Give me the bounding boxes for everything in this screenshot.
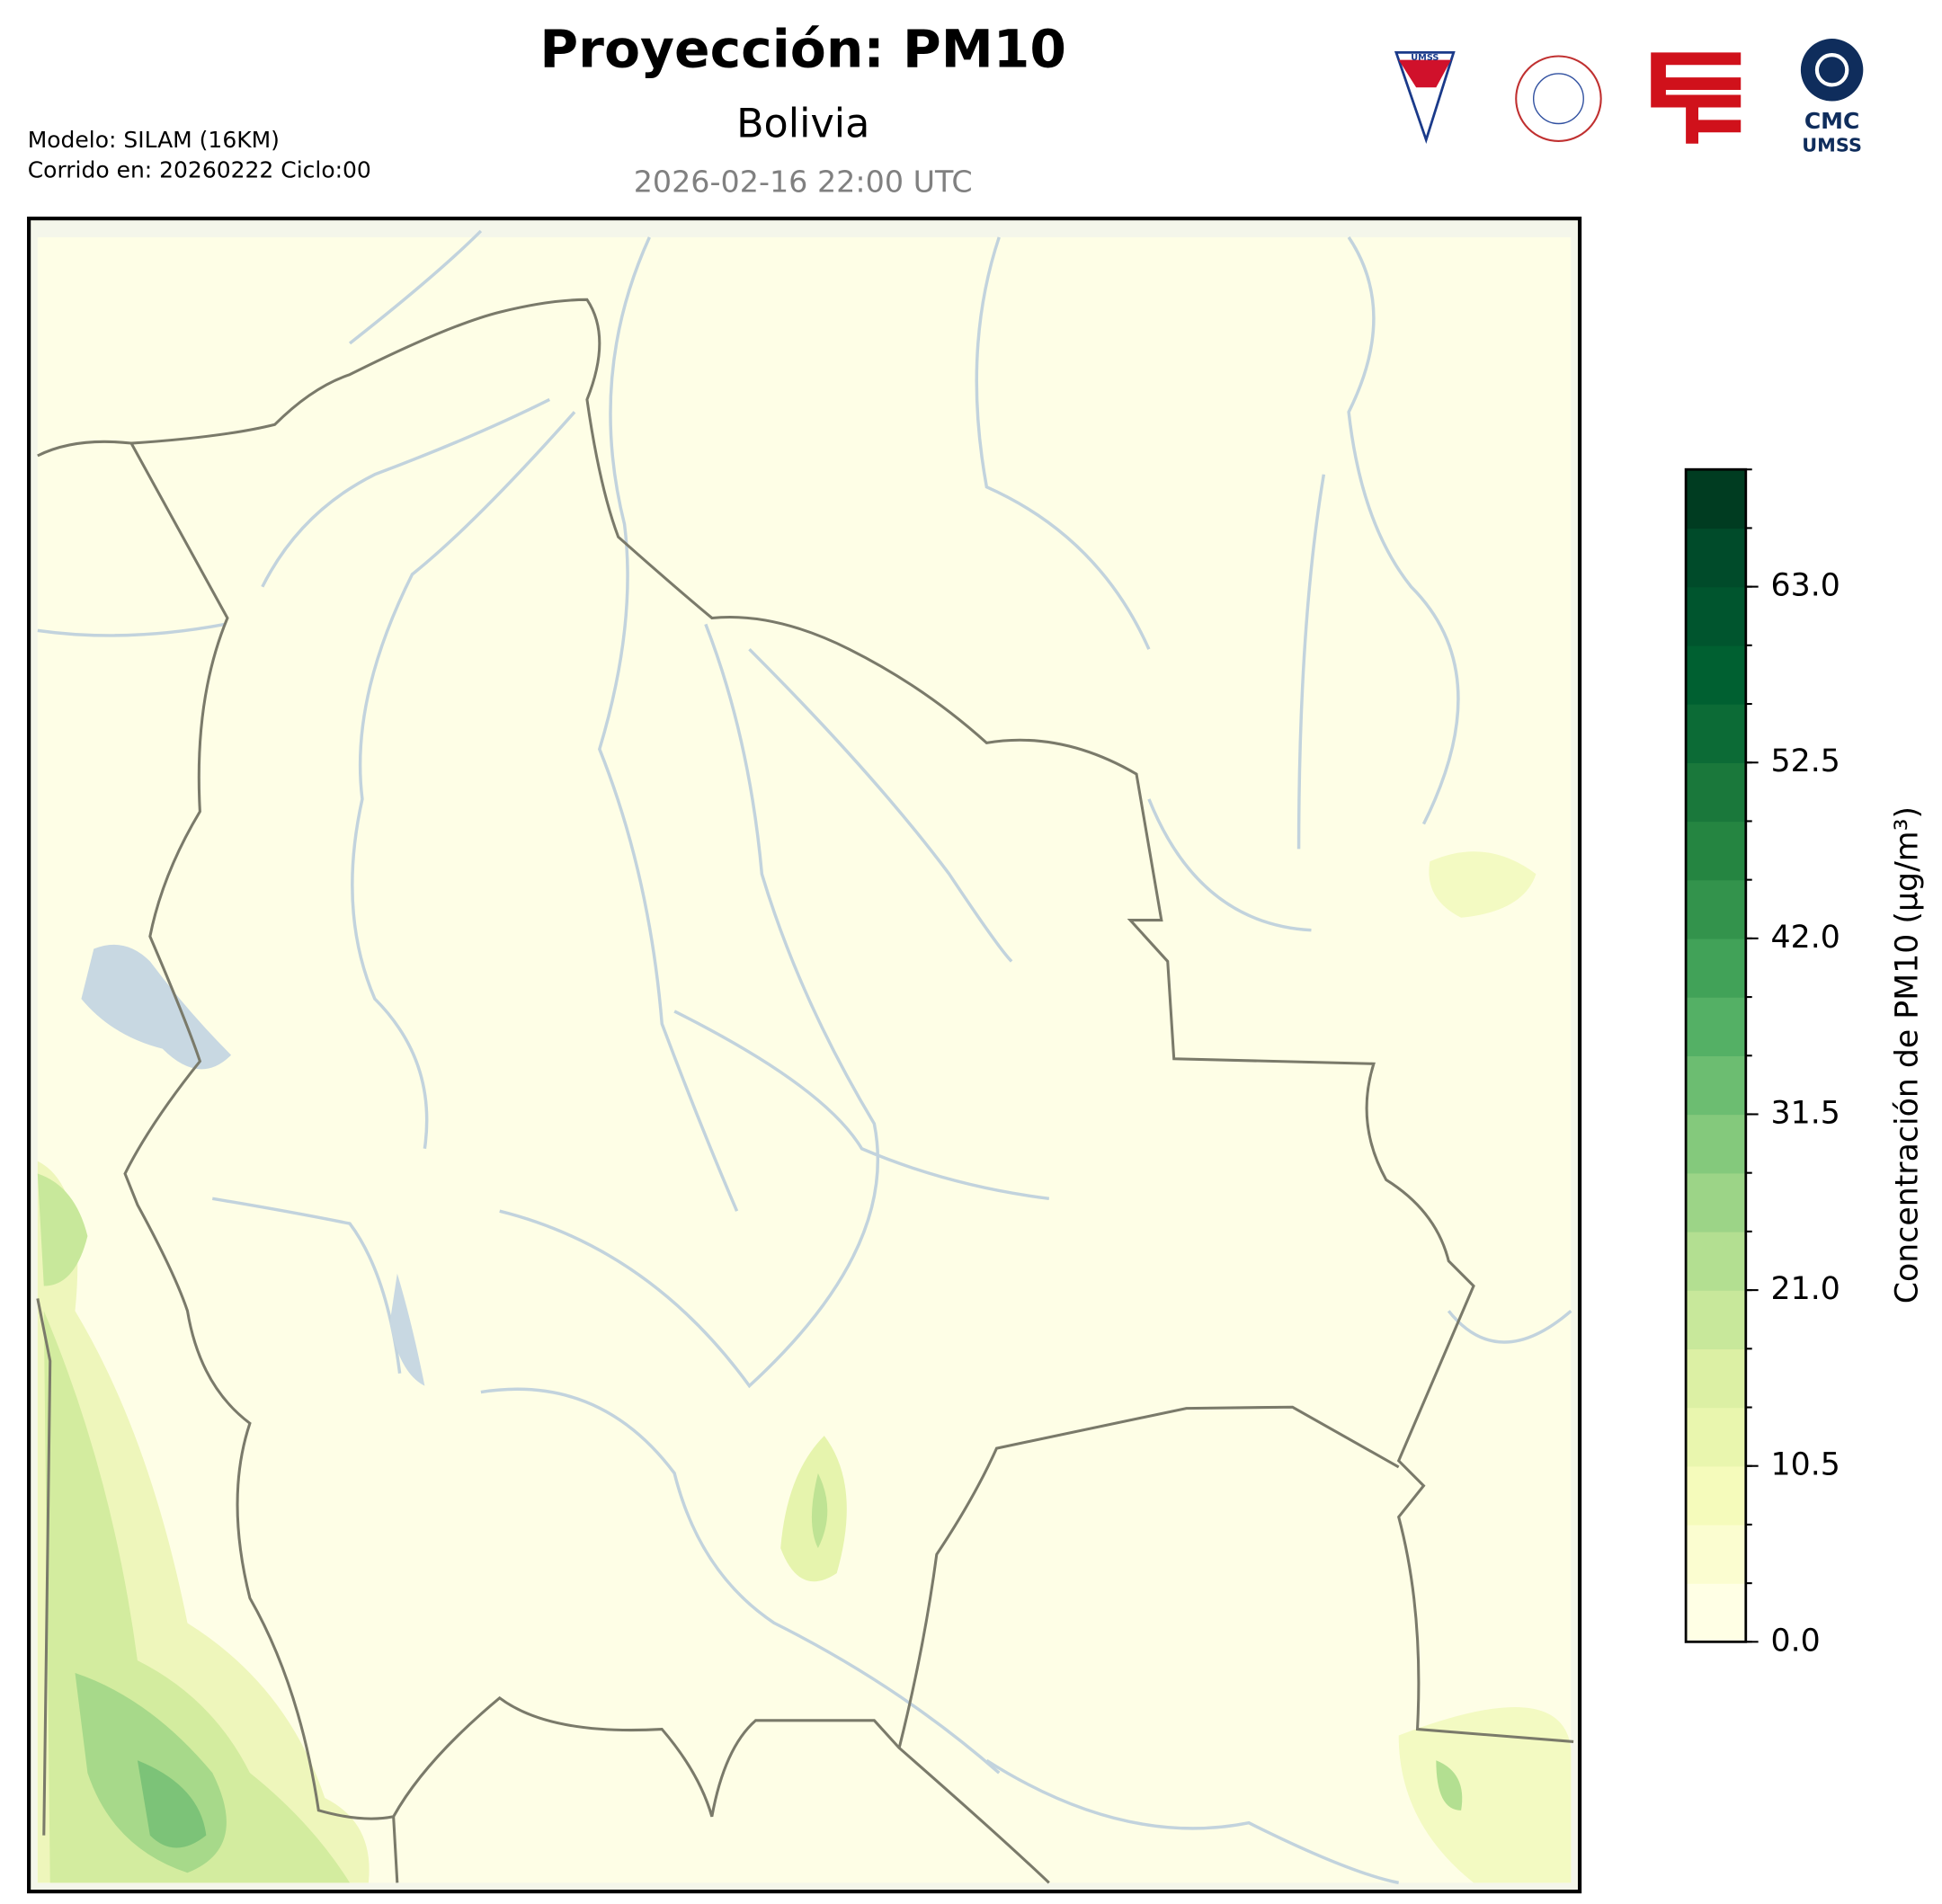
colorbar-segment — [1686, 704, 1746, 763]
subtitle: Bolivia — [736, 101, 869, 147]
colorbar-tick-label: 21.0 — [1771, 1271, 1840, 1307]
map-bg — [37, 236, 1572, 1883]
pm-field — [37, 1173, 88, 1286]
title: Proyección: PM10 — [539, 18, 1066, 79]
datetime: 2026-02-16 22:00 UTC — [634, 165, 973, 200]
pm-field — [1398, 1706, 1572, 1883]
run-info: Corrido en: 20260222 Ciclo:00 — [28, 156, 371, 182]
lake-poopo — [389, 1273, 425, 1386]
colorbar-tick-label: 31.5 — [1771, 1095, 1840, 1131]
cmc-logo-ring — [1814, 53, 1849, 87]
colorbar-segment — [1686, 1407, 1746, 1467]
colorbar-segment — [1686, 1231, 1746, 1291]
fisica-logo-inner — [1532, 73, 1584, 125]
colorbar-label: Concentración de PM10 (µg/m³) — [1889, 806, 1925, 1303]
colorbar-segment — [1686, 1465, 1746, 1526]
colorbar-segment — [1686, 762, 1746, 823]
map — [29, 218, 1581, 1892]
cmc-logo — [1800, 39, 1864, 102]
umss-logo-text: UMSS — [1411, 53, 1439, 63]
colorbar-tick-label: 52.5 — [1771, 743, 1840, 779]
umss-logo-red — [1398, 59, 1452, 88]
pm-field — [811, 1472, 828, 1549]
colorbar-segment — [1686, 1290, 1746, 1350]
colorbar-segment — [1686, 1524, 1746, 1584]
colorbar-segment — [1686, 645, 1746, 705]
colorbar-segment — [1686, 1348, 1746, 1409]
umss-text: UMSS — [1802, 134, 1862, 156]
red-logo — [1651, 52, 1742, 144]
lake-titicaca — [81, 944, 232, 1070]
pm-field — [137, 1760, 207, 1848]
colorbar-tick-label: 42.0 — [1771, 920, 1840, 956]
model-info: Modelo: SILAM (16KM) — [28, 127, 280, 153]
colorbar-segment — [1686, 821, 1746, 881]
colorbar-tick-label: 63.0 — [1771, 568, 1840, 604]
colorbar-segment — [1686, 938, 1746, 998]
map-border — [27, 216, 1582, 1894]
pm-field — [1429, 851, 1537, 918]
colorbar-tick-label: 10.5 — [1771, 1447, 1840, 1483]
colorbar-segment — [1686, 586, 1746, 646]
colorbar-tick-label: 0.0 — [1771, 1623, 1821, 1659]
rivers — [37, 229, 1572, 1885]
fisica-logo — [1515, 55, 1602, 142]
cmc-text: CMC — [1804, 108, 1860, 134]
colorbar-segment — [1686, 1583, 1746, 1643]
colorbar-segment — [1686, 1055, 1746, 1116]
logos: UMSS CMC UMSS — [1394, 39, 1864, 156]
pm-field — [1436, 1760, 1463, 1811]
colorbar-segment — [1686, 528, 1746, 588]
colorbar-segment — [1686, 879, 1746, 939]
colorbar-segment — [1686, 469, 1746, 529]
colorbar-segment — [1686, 1172, 1746, 1232]
borders — [36, 298, 1574, 1884]
colorbar-segment — [1686, 1114, 1746, 1174]
colorbar-segment — [1686, 997, 1746, 1056]
colorbar: 0.0 10.5 21.0 31.5 42.0 52.5 63.0 — [1684, 467, 1840, 1659]
